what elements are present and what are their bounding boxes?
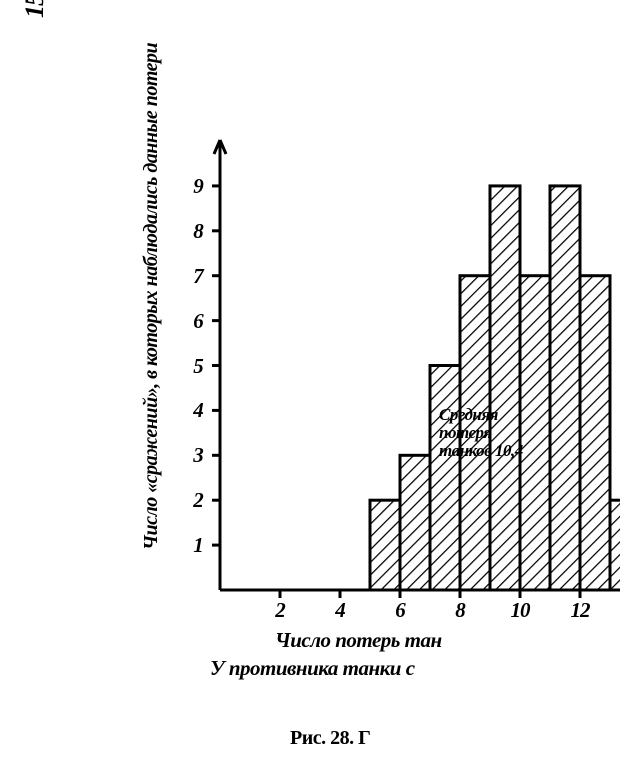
histogram-bar bbox=[550, 186, 580, 590]
histogram-bar bbox=[400, 455, 430, 590]
x-tick-label: 10 bbox=[508, 598, 532, 623]
y-tick-label: 5 bbox=[186, 354, 210, 379]
page-number: 156 bbox=[20, 0, 50, 18]
sub-caption: У противника танки с bbox=[210, 656, 415, 681]
y-tick-label: 3 bbox=[186, 443, 210, 468]
figure-caption: Рис. 28. Г bbox=[290, 727, 370, 750]
histogram-bar bbox=[370, 500, 400, 590]
x-tick-label: 8 bbox=[448, 598, 472, 623]
y-tick-label: 6 bbox=[186, 309, 210, 334]
x-tick-label: 6 bbox=[388, 598, 412, 623]
y-tick-label: 9 bbox=[186, 174, 210, 199]
histogram-bar bbox=[610, 500, 620, 590]
histogram-bar bbox=[430, 366, 460, 590]
y-tick-label: 8 bbox=[186, 219, 210, 244]
x-axis-label: Число потерь тан bbox=[275, 628, 442, 653]
histogram-bar bbox=[490, 186, 520, 590]
y-tick-label: 2 bbox=[186, 488, 210, 513]
mean-annotation: Средняя потеря танков 10,4 bbox=[439, 406, 523, 460]
histogram-bar bbox=[520, 276, 550, 590]
y-tick-label: 4 bbox=[186, 398, 210, 423]
histogram-svg bbox=[150, 120, 620, 620]
y-axis-label: Число «сражений», в которых наблюдались … bbox=[140, 43, 162, 550]
y-tick-label: 1 bbox=[186, 533, 210, 558]
y-tick-label: 7 bbox=[186, 264, 210, 289]
x-tick-label: 4 bbox=[328, 598, 352, 623]
x-tick-label: 12 bbox=[568, 598, 592, 623]
histogram-bar bbox=[580, 276, 610, 590]
page: 156 Число «сражений», в которых наблюдал… bbox=[0, 0, 620, 780]
histogram-chart: Число «сражений», в которых наблюдались … bbox=[150, 120, 620, 680]
x-tick-label: 2 bbox=[268, 598, 292, 623]
